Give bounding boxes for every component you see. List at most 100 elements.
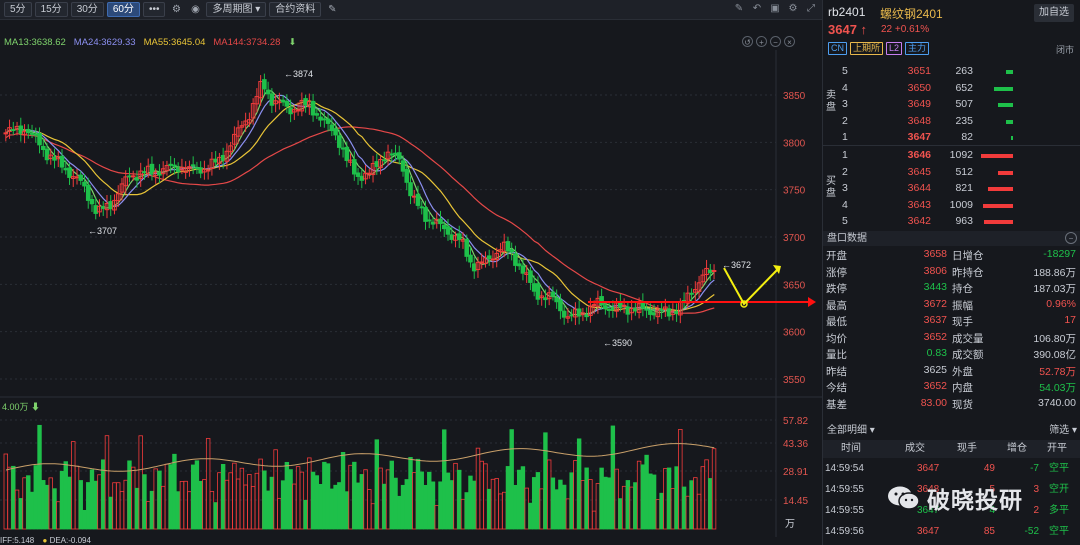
candle-body	[370, 163, 376, 176]
volume-bar	[190, 464, 196, 530]
candle-body	[411, 195, 417, 198]
price: 3648	[907, 114, 931, 127]
volume-bar	[63, 461, 68, 530]
volume: 235	[955, 114, 973, 127]
volume-bar	[37, 424, 42, 530]
draw-icon[interactable]: ✎	[734, 3, 744, 14]
candle-body	[486, 255, 492, 260]
settings-gear-icon[interactable]: ⚙	[788, 3, 798, 14]
candle-body	[344, 146, 350, 162]
bid-row[interactable]: 1 3646 1092	[823, 149, 1080, 165]
tape-filter-button[interactable]: 筛选 ▾	[1049, 425, 1077, 436]
tape-row[interactable]: 14:59:55 3648 5 3 空开	[823, 481, 1080, 499]
volume-bar	[41, 480, 46, 530]
ma-dropdown-icon[interactable]: ⬇	[288, 37, 297, 48]
volume-tick-label: 14.45	[783, 496, 808, 507]
settings-icon[interactable]: ⚙	[171, 4, 181, 15]
add-watchlist-button[interactable]: 加自选	[1034, 4, 1074, 22]
price: 3651	[907, 65, 931, 77]
volume-tick-label: 43.36	[783, 439, 808, 450]
candle-body	[404, 169, 410, 183]
volume-bar	[340, 451, 346, 530]
ask-row[interactable]: 2 3648 235	[823, 115, 1080, 131]
candle-body	[89, 198, 95, 205]
stat-row: 跌停 3443 持仓 187.03万	[823, 281, 1080, 297]
volume-bar	[217, 472, 222, 530]
candle-body	[314, 113, 320, 116]
volume: 821	[955, 182, 973, 194]
candle-body	[430, 221, 436, 225]
annotation-high-3672: ←3672	[722, 260, 751, 270]
level: 2	[842, 114, 848, 127]
volume-bar	[633, 482, 638, 530]
tape-price: 3648	[917, 484, 940, 495]
candle-body	[449, 234, 455, 240]
bid-row[interactable]: 2 3645 512	[823, 166, 1080, 182]
candle-body	[340, 147, 346, 150]
candle-body	[112, 199, 117, 211]
period-5m-button[interactable]: 5分	[4, 2, 32, 17]
candle-body	[355, 172, 361, 177]
screenshot-icon[interactable]: ▣	[770, 3, 780, 14]
undo-icon[interactable]: ↶	[752, 3, 762, 14]
contract-info-button[interactable]: 合约资料	[269, 2, 322, 17]
volume-bar	[438, 481, 443, 530]
close-icon[interactable]: ×	[784, 36, 795, 47]
period-60m-button[interactable]: 60分	[106, 2, 140, 17]
volume-bar	[67, 476, 72, 530]
bid-row[interactable]: 5 3642 963	[823, 215, 1080, 231]
candle-body	[164, 164, 170, 172]
volume-bar	[14, 489, 20, 530]
ask-row[interactable]: 3 3649 507	[823, 98, 1080, 114]
ask-row[interactable]: 1 3647 82	[823, 131, 1080, 147]
stat-key: 昨结	[826, 365, 847, 378]
fullscreen-icon[interactable]: ⤢	[807, 3, 815, 14]
kline-chart[interactable]: 3850 3800 3750 3700 3650 3600 3550 57.82 43.36 28…	[0, 50, 822, 537]
more-periods-button[interactable]: •••	[142, 2, 166, 17]
annotation-low-3707: ←3707	[88, 226, 117, 236]
volume-bar	[247, 474, 252, 530]
bid-row[interactable]: 4 3643 1009	[823, 199, 1080, 215]
tag-cn: CN	[828, 42, 847, 55]
projection-path	[723, 267, 779, 306]
ruler-icon[interactable]: ✎	[328, 4, 337, 15]
candle-body	[10, 129, 16, 132]
stat-value-2: 3740.00	[1038, 396, 1076, 409]
eye-icon[interactable]: ◉	[191, 4, 200, 15]
tape-filter-dropdown[interactable]: 全部明细 ▾	[827, 425, 875, 436]
multi-period-button[interactable]: 多周期图 ▾	[206, 2, 267, 17]
price-tick-label: 3650	[783, 280, 806, 291]
tape-row[interactable]: 14:59:54 3647 49 -7 空平	[823, 460, 1080, 478]
ask-row[interactable]: 5 3651 263	[823, 65, 1080, 81]
chart-controls: ↺ + − ×	[742, 36, 795, 47]
orderbook-divider	[823, 145, 1080, 146]
candle-body	[78, 174, 84, 181]
ask-row[interactable]: 4 3650 652	[823, 82, 1080, 98]
candle-body	[142, 171, 147, 174]
stat-value: 3637	[923, 314, 947, 326]
candle-body	[265, 89, 271, 95]
stat-key-2: 成交额	[952, 349, 984, 361]
tape-qty: 4	[989, 505, 995, 516]
candle-body	[295, 109, 301, 112]
candle-body	[97, 205, 102, 213]
volume-bar	[708, 478, 713, 530]
candle-body	[359, 175, 365, 181]
volume-bar	[558, 479, 563, 530]
volume-bar	[487, 488, 492, 530]
reset-icon[interactable]: ↺	[742, 36, 753, 47]
collapse-icon[interactable]: −	[1065, 232, 1077, 244]
zoom-in-icon[interactable]: +	[756, 36, 767, 47]
candle-body	[299, 99, 305, 112]
period-15m-button[interactable]: 15分	[34, 2, 68, 17]
volume-bar	[464, 492, 469, 530]
tape-row[interactable]: 14:59:55 3647 4 2 多平	[823, 502, 1080, 520]
volume-bar	[44, 484, 50, 530]
stat-value-2: 390.08亿	[1033, 349, 1076, 361]
bid-row[interactable]: 3 3644 821	[823, 182, 1080, 198]
stat-row: 基差 83.00 现货 3740.00	[823, 397, 1080, 413]
zoom-out-icon[interactable]: −	[770, 36, 781, 47]
period-30m-button[interactable]: 30分	[70, 2, 104, 17]
tape-row[interactable]: 14:59:56 3647 85 -52 空平	[823, 523, 1080, 541]
volume-bar	[232, 462, 237, 530]
